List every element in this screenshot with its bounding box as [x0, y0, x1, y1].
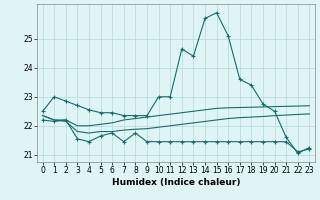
X-axis label: Humidex (Indice chaleur): Humidex (Indice chaleur): [112, 178, 240, 187]
